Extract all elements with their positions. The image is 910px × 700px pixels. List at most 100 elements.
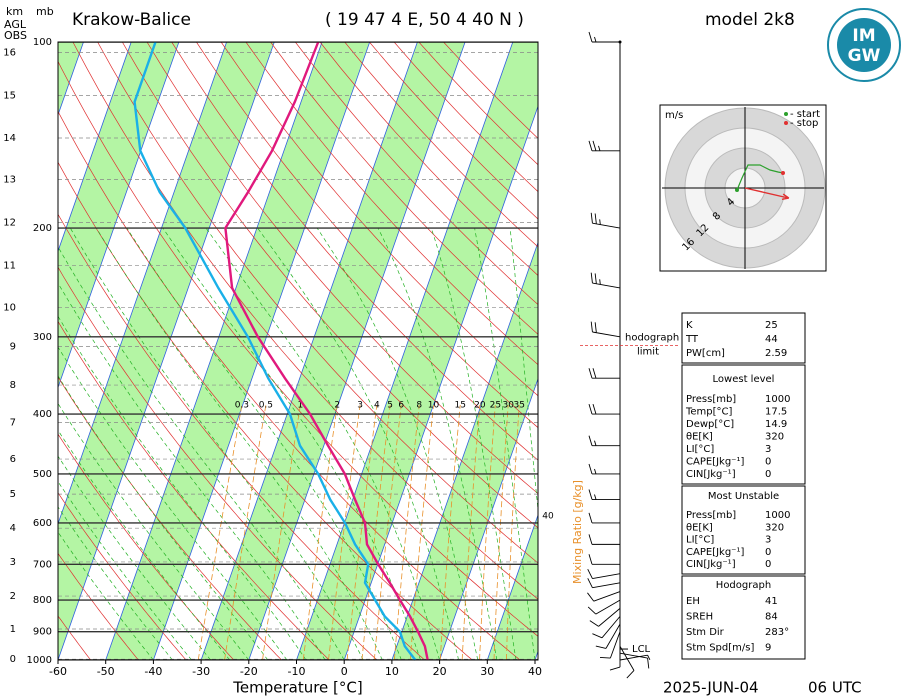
wind-barb [619,646,635,679]
wind-barb [588,512,620,524]
dry-adiabat [58,320,330,660]
moist-adiabat-label: 40 [542,512,554,522]
y-tick-label: 600 [33,518,52,529]
dry-adiabat [97,42,538,564]
x-tick-label: 0 [341,665,348,678]
y-tick-label: 700 [33,559,52,570]
dry-adiabat [58,213,425,660]
dry-adiabat [146,42,538,495]
wind-barb [592,616,621,639]
wind-barb [588,489,620,500]
index-value: 17.5 [765,407,787,418]
lcl-label: LCL [632,644,651,655]
moist-adiabat [58,245,345,660]
temperature-band [201,42,466,660]
index-name: CIN[Jkg⁻¹] [686,559,736,570]
km-tick-label: 10 [3,303,16,314]
wind-barb [590,321,621,338]
mixing-ratio-label: 25 [490,401,501,411]
hodograph-stop: - stop [790,118,818,129]
mixing-ratio-line [373,404,402,660]
index-name: Press[mb] [686,394,736,405]
km-tick-label: 7 [10,418,16,429]
model: model 2k8 [705,10,795,30]
hodograph-limit-label: hodograph [625,333,679,344]
wind-barb [588,140,620,152]
mixing-ratio-label: 10 [428,401,440,411]
km-tick-label: 1 [10,624,16,635]
dry-adiabat [171,42,538,461]
mixing-ratio-line [506,404,520,660]
hodograph-line [736,164,784,191]
mixing-ratio-line [439,404,461,660]
index-value: 320 [765,432,784,443]
wind-barb [587,599,621,615]
index-value: 1000 [765,510,790,521]
y-tick-label: 900 [33,627,52,638]
profile-line [224,41,429,661]
dry-adiabat [58,60,538,637]
index-value: 9 [765,643,771,654]
mixing-ratio-label: 20 [474,401,486,411]
mixing-ratio-label: 30 [502,401,514,411]
x-tick-label: 20 [433,665,447,678]
moist-adiabat [430,227,517,660]
km-tick-label: 8 [10,380,16,391]
date: 2025-JUN-04 [663,679,759,697]
km-tick-label: 14 [3,133,16,144]
hodograph-limit-label: limit [637,347,659,358]
wind-barb [609,639,621,671]
index-value: 3 [765,444,771,455]
mixing-ratio-line [479,404,496,660]
index-name: CIN[Jkg⁻¹] [686,469,736,480]
index-name: EH [686,596,700,607]
x-tick-label: -20 [240,665,258,678]
mixing-ratio-label: 6 [398,401,404,411]
km-tick-label: 6 [10,454,16,465]
location: ( 19 47 4 E, 50 4 40 N ) [325,10,524,30]
wind-barb [619,654,651,661]
isotherm [153,42,371,660]
hodograph-start: - start [790,109,820,120]
index-name: K [686,320,693,331]
storm-motion-arrow [744,187,790,201]
index-value: 1000 [765,394,790,405]
index-name: Dewp[°C] [686,419,734,430]
wind-barb [595,623,621,649]
index-value: 0 [765,469,771,480]
x-tick-label: 10 [385,665,399,678]
x-tick-label: 30 [480,665,494,678]
wind-barb [587,578,621,589]
isotherm [486,513,538,660]
km-tick-label: 15 [3,90,16,101]
mixing-ratio-line [262,404,301,660]
stop-key [784,121,788,125]
y-tick-label: 200 [33,223,52,234]
y-tick-label: 100 [33,37,52,48]
dry-adiabat [196,42,538,429]
plot-frame [57,41,539,661]
dry-adiabat [270,42,538,335]
km-tick-label: 16 [3,48,16,59]
index-name: LI[°C] [686,535,714,546]
x-tick-label: -10 [288,665,306,678]
isotherm [200,42,418,660]
index-name: SREH [686,612,713,623]
dry-adiabat [220,42,538,397]
dry-adiabat [58,266,378,660]
isotherm [58,42,227,525]
mixing-ratio-label: 8 [416,401,422,411]
mixing-ratio-label: 0.3 [235,401,249,411]
dry-adiabat [58,433,235,660]
mixing-ratio-line [461,404,481,660]
mixing-ratio-label: 0.5 [259,401,273,411]
y-tick-label: 500 [33,469,52,480]
dry-adiabat [72,42,538,600]
moist-adiabat [377,227,498,660]
mixing-ratio-label: 1 [297,401,303,411]
km-tick-label: 11 [3,261,16,272]
index-value: 0 [765,559,771,570]
index-name: Press[mb] [686,510,736,521]
moist-adiabat [509,227,538,514]
